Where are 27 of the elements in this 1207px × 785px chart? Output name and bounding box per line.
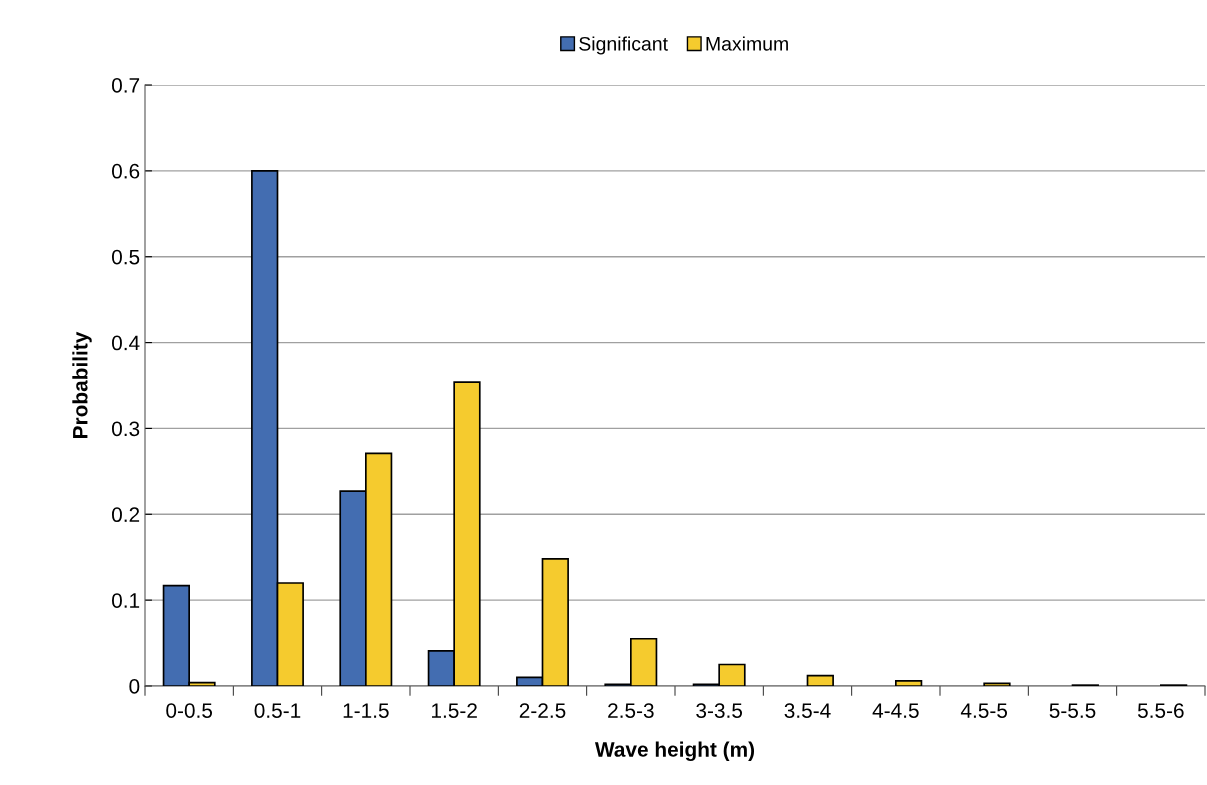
y-tick-label: 0.6 bbox=[111, 163, 140, 179]
x-tick-label: 0.5-1 bbox=[254, 703, 301, 718]
y-tick-label: 0 bbox=[129, 679, 140, 694]
y-tick-label: 0.1 bbox=[111, 593, 140, 608]
x-tick-label: 5-5.5 bbox=[1049, 703, 1096, 718]
y-axis-title: Probability bbox=[72, 331, 92, 438]
x-axis-title: Wave height (m) bbox=[594, 741, 755, 762]
bar bbox=[983, 682, 1011, 686]
x-tick-label: 4-4.5 bbox=[872, 703, 919, 718]
x-tick-label: 1.5-2 bbox=[432, 703, 477, 718]
y-tick-label: 0.3 bbox=[111, 421, 140, 437]
x-tick-label: 2-2.5 bbox=[519, 703, 566, 718]
x-tick-label: 3.5-4 bbox=[784, 703, 831, 718]
bar bbox=[806, 674, 834, 686]
x-tick-label: 3-3.5 bbox=[696, 703, 743, 718]
legend-label: Significant bbox=[579, 36, 668, 55]
x-tick-label: 1-1.5 bbox=[343, 703, 389, 718]
bar bbox=[894, 680, 923, 686]
x-tick-label: 4.5-5 bbox=[960, 703, 1008, 718]
y-tick-label: 0.7 bbox=[111, 78, 140, 93]
x-tick-label: 0-0.5 bbox=[166, 703, 213, 718]
x-tick-label: 5.5-6 bbox=[1137, 703, 1184, 718]
y-tick-label: 0.2 bbox=[111, 507, 140, 523]
y-tick-label: 0.4 bbox=[111, 335, 140, 351]
x-tick-label: 2.5-3 bbox=[608, 703, 654, 718]
y-tick-label: 0.5 bbox=[111, 249, 140, 265]
legend-label: Maximum bbox=[706, 36, 788, 51]
